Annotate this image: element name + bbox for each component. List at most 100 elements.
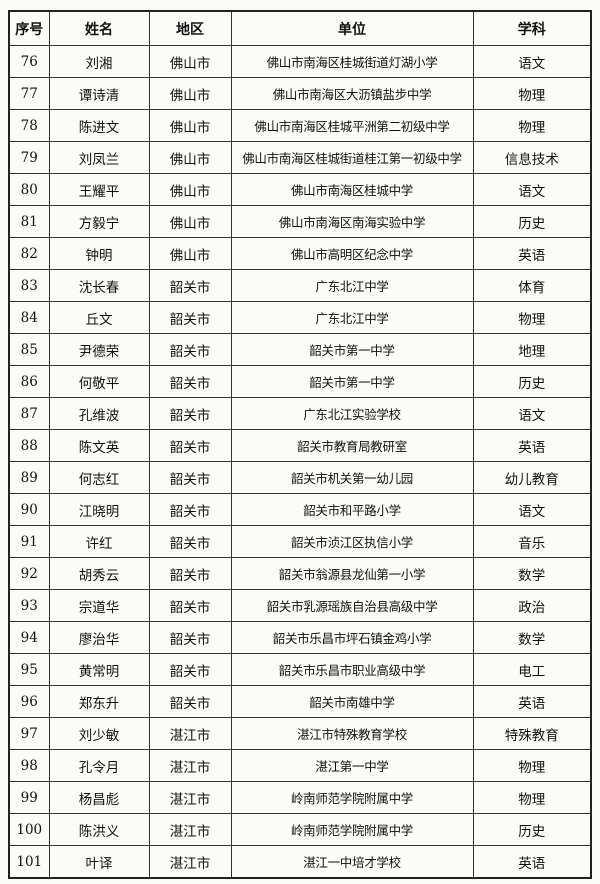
seq-cell: 76 <box>8 45 50 78</box>
table-row: 88 陈文英 韶关市 韶关市教育局教研室 英语 <box>8 429 592 462</box>
seq-cell: 82 <box>8 237 50 270</box>
table-row: 76 刘湘 佛山市 佛山市南海区桂城街道灯湖小学 语文 <box>8 45 592 78</box>
name-cell: 沈长春 <box>48 269 150 302</box>
name-cell: 方毅宁 <box>48 205 150 238</box>
table-row: 86 何敬平 韶关市 韶关市第一中学 历史 <box>8 365 592 398</box>
region-cell: 湛江市 <box>148 717 232 750</box>
table-row: 79 刘凤兰 佛山市 佛山市南海区桂城街道桂江第一初级中学 信息技术 <box>8 141 592 174</box>
unit-cell: 湛江市特殊教育学校 <box>230 717 474 750</box>
table-row: 93 宗道华 韶关市 韶关市乳源瑶族自治县高级中学 政治 <box>8 589 592 622</box>
region-cell: 湛江市 <box>148 749 232 782</box>
unit-cell: 湛江第一中学 <box>230 749 474 782</box>
name-cell: 胡秀云 <box>48 557 150 590</box>
seq-cell: 84 <box>8 301 50 334</box>
table-row: 84 丘文 韶关市 广东北江中学 物理 <box>8 301 592 334</box>
unit-cell: 广东北江实验学校 <box>230 397 474 430</box>
table-row: 80 王耀平 佛山市 佛山市南海区桂城中学 语文 <box>8 173 592 206</box>
unit-cell: 佛山市高明区纪念中学 <box>230 237 474 270</box>
subject-cell: 幼儿教育 <box>472 461 592 494</box>
unit-cell: 韶关市第一中学 <box>230 365 474 398</box>
seq-cell: 96 <box>8 685 50 718</box>
subject-cell: 信息技术 <box>472 141 592 174</box>
name-cell: 孔维波 <box>48 397 150 430</box>
name-cell: 黄常明 <box>48 653 150 686</box>
region-cell: 韶关市 <box>148 333 232 366</box>
unit-cell: 韶关市机关第一幼儿园 <box>230 461 474 494</box>
region-cell: 湛江市 <box>148 781 232 814</box>
name-cell: 尹德荣 <box>48 333 150 366</box>
region-cell: 佛山市 <box>148 205 232 238</box>
table-row: 77 谭诗清 佛山市 佛山市南海区大沥镇盐步中学 物理 <box>8 77 592 110</box>
name-cell: 钟明 <box>48 237 150 270</box>
unit-cell: 韶关市乐昌市职业高级中学 <box>230 653 474 686</box>
subject-cell: 物理 <box>472 749 592 782</box>
table-row: 100 陈洪义 湛江市 岭南师范学院附属中学 历史 <box>8 813 592 846</box>
unit-cell: 韶关市教育局教研室 <box>230 429 474 462</box>
region-cell: 湛江市 <box>148 813 232 846</box>
subject-cell: 英语 <box>472 845 592 879</box>
subject-cell: 音乐 <box>472 525 592 558</box>
seq-cell: 100 <box>8 813 50 846</box>
name-cell: 刘湘 <box>48 45 150 78</box>
region-cell: 韶关市 <box>148 685 232 718</box>
header-cell: 姓名 <box>48 10 150 46</box>
name-cell: 陈文英 <box>48 429 150 462</box>
name-cell: 谭诗清 <box>48 77 150 110</box>
unit-cell: 韶关市浈江区执信小学 <box>230 525 474 558</box>
header-cell: 序号 <box>8 10 50 46</box>
name-cell: 许红 <box>48 525 150 558</box>
region-cell: 韶关市 <box>148 525 232 558</box>
unit-cell: 韶关市翁源县龙仙第一小学 <box>230 557 474 590</box>
subject-cell: 地理 <box>472 333 592 366</box>
subject-cell: 电工 <box>472 653 592 686</box>
seq-cell: 87 <box>8 397 50 430</box>
unit-cell: 佛山市南海区桂城街道桂江第一初级中学 <box>230 141 474 174</box>
table-row: 99 杨昌彪 湛江市 岭南师范学院附属中学 物理 <box>8 781 592 814</box>
table-row: 91 许红 韶关市 韶关市浈江区执信小学 音乐 <box>8 525 592 558</box>
subject-cell: 英语 <box>472 429 592 462</box>
seq-cell: 91 <box>8 525 50 558</box>
header-cell: 地区 <box>148 10 232 46</box>
region-cell: 韶关市 <box>148 589 232 622</box>
seq-cell: 95 <box>8 653 50 686</box>
table-row: 78 陈进文 佛山市 佛山市南海区桂城平洲第二初级中学 物理 <box>8 109 592 142</box>
unit-cell: 佛山市南海区南海实验中学 <box>230 205 474 238</box>
seq-cell: 77 <box>8 77 50 110</box>
name-cell: 何志红 <box>48 461 150 494</box>
subject-cell: 物理 <box>472 109 592 142</box>
region-cell: 韶关市 <box>148 301 232 334</box>
table-row: 97 刘少敏 湛江市 湛江市特殊教育学校 特殊教育 <box>8 717 592 750</box>
seq-cell: 81 <box>8 205 50 238</box>
table-row: 87 孔维波 韶关市 广东北江实验学校 语文 <box>8 397 592 430</box>
seq-cell: 101 <box>8 845 50 879</box>
unit-cell: 岭南师范学院附属中学 <box>230 813 474 846</box>
unit-cell: 韶关市第一中学 <box>230 333 474 366</box>
unit-cell: 韶关市和平路小学 <box>230 493 474 526</box>
name-cell: 郑东升 <box>48 685 150 718</box>
unit-cell: 湛江一中培才学校 <box>230 845 474 879</box>
seq-cell: 97 <box>8 717 50 750</box>
seq-cell: 78 <box>8 109 50 142</box>
seq-cell: 85 <box>8 333 50 366</box>
name-cell: 江晓明 <box>48 493 150 526</box>
seq-cell: 92 <box>8 557 50 590</box>
seq-cell: 93 <box>8 589 50 622</box>
name-cell: 陈洪义 <box>48 813 150 846</box>
subject-cell: 物理 <box>472 781 592 814</box>
subject-cell: 英语 <box>472 237 592 270</box>
subject-cell: 物理 <box>472 301 592 334</box>
subject-cell: 体育 <box>472 269 592 302</box>
region-cell: 韶关市 <box>148 429 232 462</box>
subject-cell: 语文 <box>472 45 592 78</box>
table-row: 98 孔令月 湛江市 湛江第一中学 物理 <box>8 749 592 782</box>
region-cell: 韶关市 <box>148 365 232 398</box>
subject-cell: 语文 <box>472 493 592 526</box>
region-cell: 韶关市 <box>148 461 232 494</box>
name-cell: 叶译 <box>48 845 150 879</box>
region-cell: 佛山市 <box>148 77 232 110</box>
region-cell: 韶关市 <box>148 653 232 686</box>
subject-cell: 历史 <box>472 365 592 398</box>
subject-cell: 语文 <box>472 173 592 206</box>
subject-cell: 数学 <box>472 621 592 654</box>
unit-cell: 佛山市南海区桂城平洲第二初级中学 <box>230 109 474 142</box>
